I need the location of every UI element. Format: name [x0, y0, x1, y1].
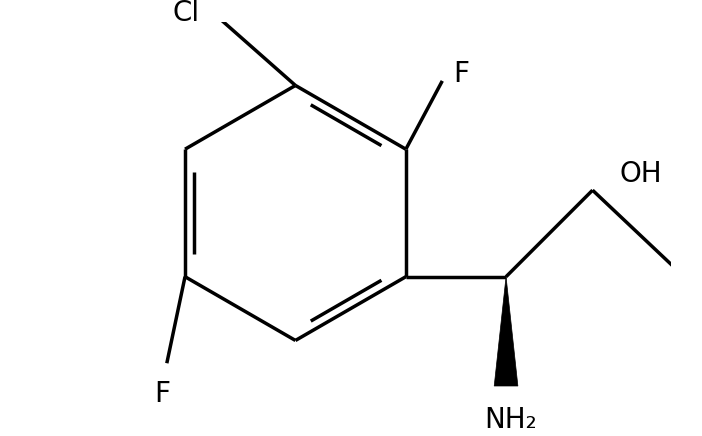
Polygon shape	[494, 277, 518, 386]
Text: F: F	[453, 60, 469, 88]
Text: Cl: Cl	[173, 0, 200, 27]
Text: NH₂: NH₂	[484, 406, 537, 434]
Text: F: F	[154, 380, 171, 408]
Text: OH: OH	[620, 160, 663, 188]
